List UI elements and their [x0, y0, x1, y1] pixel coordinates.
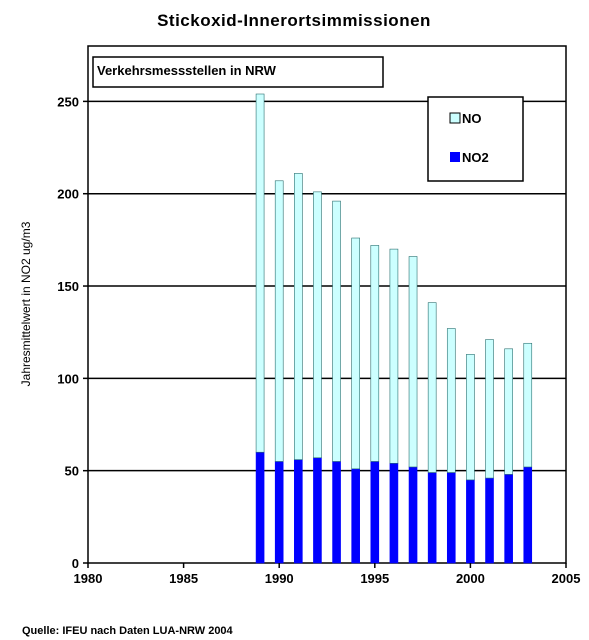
- y-tick-label: 200: [57, 187, 79, 202]
- bar-no-1991: [294, 173, 303, 460]
- bar-no-1999: [446, 328, 456, 473]
- legend-box: [427, 96, 524, 182]
- x-axis: 1980 1985 1990 1995 2000 2005: [74, 563, 581, 586]
- bar-no2-1997: [408, 466, 418, 564]
- legend-label-no: NO: [462, 111, 482, 126]
- bar-no2-1991: [294, 459, 303, 564]
- bar-no-2002: [504, 348, 513, 475]
- bar-no2-1990: [274, 461, 284, 564]
- legend-swatch-no: [449, 112, 461, 124]
- bar-no2-1998: [427, 472, 437, 564]
- bar-no-1996: [389, 248, 399, 464]
- y-axis: 0 50 100 150 200 250: [57, 94, 88, 571]
- bar-no-1998: [427, 302, 437, 473]
- x-tick-label: 1990: [265, 571, 294, 586]
- y-tick-label: 50: [65, 464, 79, 479]
- bar-no-2003: [523, 342, 533, 468]
- legend-label-no2: NO2: [462, 150, 489, 165]
- y-axis-label: Jahresmittelwert in NO2 ug/m3: [19, 221, 33, 386]
- x-tick-label: 2000: [456, 571, 485, 586]
- x-tick-label: 1995: [360, 571, 389, 586]
- chart-title: Stickoxid-Innerortsimmissionen: [157, 11, 431, 30]
- bar-no2-2002: [504, 474, 513, 564]
- y-tick-label: 250: [57, 94, 79, 109]
- bar-no2-2000: [466, 479, 475, 564]
- legend-swatch-no2: [450, 152, 460, 162]
- bars: [255, 93, 533, 564]
- bar-no-1994: [351, 237, 360, 470]
- bar-no2-1994: [351, 468, 360, 564]
- bar-no2-1996: [389, 462, 399, 564]
- subtitle-box: [92, 56, 384, 88]
- bar-no-1993: [332, 200, 341, 462]
- bar-no2-1992: [313, 457, 322, 564]
- bar-no-1989: [255, 93, 265, 453]
- y-tick-label: 100: [57, 371, 79, 386]
- x-tick-label: 1985: [169, 571, 198, 586]
- bar-no-1995: [370, 245, 380, 462]
- bar-no-2000: [466, 354, 475, 481]
- bar-no2-1993: [332, 461, 341, 564]
- bar-no2-1995: [370, 461, 380, 564]
- x-tick-label: 1980: [74, 571, 103, 586]
- bar-no2-2003: [523, 466, 533, 564]
- y-tick-label: 0: [72, 556, 79, 571]
- bar-no-1992: [313, 191, 322, 459]
- bar-no-2001: [485, 339, 494, 479]
- x-tick-label: 2005: [552, 571, 581, 586]
- bar-no2-2001: [485, 477, 494, 564]
- bar-no2-1999: [446, 472, 456, 564]
- legend: NO NO2: [427, 96, 524, 182]
- y-tick-label: 150: [57, 279, 79, 294]
- source-note: Quelle: IFEU nach Daten LUA-NRW 2004: [22, 625, 234, 637]
- bar-no2-1989: [255, 451, 265, 564]
- chart-subtitle: Verkehrsmessstellen in NRW: [97, 63, 277, 78]
- bar-no-1997: [408, 256, 418, 468]
- bar-no-1990: [274, 180, 284, 462]
